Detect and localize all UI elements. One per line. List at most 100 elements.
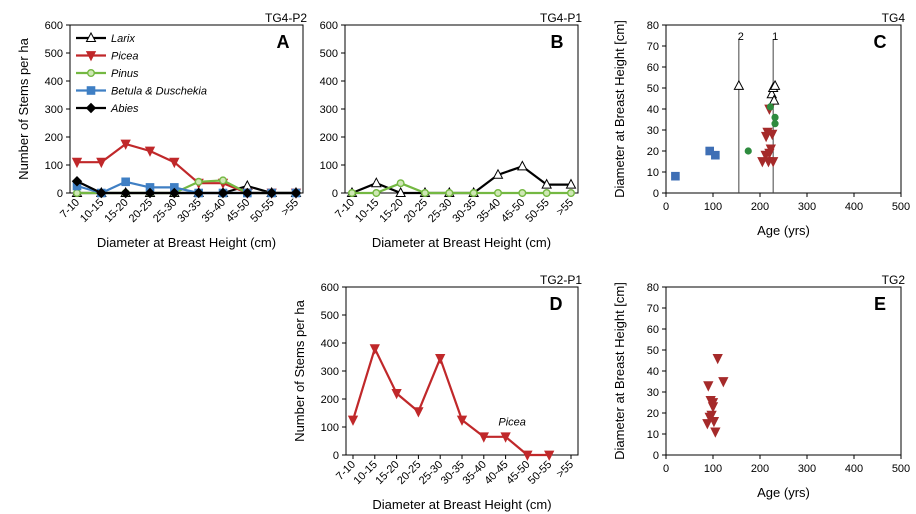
panel-title: TG4-P2 (265, 11, 307, 25)
x-tick-label: 15-20 (377, 197, 405, 225)
x-tick-label: 20-25 (127, 197, 155, 225)
data-point (522, 450, 533, 461)
data-point (396, 179, 405, 188)
panel-title: TG2-P1 (540, 273, 582, 287)
y-tick-label: 0 (653, 450, 659, 462)
x-tick-label: 25-30 (426, 197, 454, 225)
y-tick-label: 30 (647, 387, 659, 399)
y-tick-label: 600 (321, 282, 339, 294)
x-tick-label: 10-15 (353, 197, 381, 225)
y-axis-label: Diameter at Breast Height [cm] (612, 282, 627, 460)
y-tick-label: 0 (57, 188, 63, 200)
x-tick-label: >55 (279, 197, 301, 219)
data-point (708, 417, 720, 428)
data-point (391, 389, 402, 400)
chart-panel-E: TG2 E 0 10 20 30 40 50 60 70 80 Diameter at Breast … (612, 273, 910, 500)
x-axis-label: Diameter at Breast Height (cm) (97, 235, 276, 250)
y-tick-label: 300 (321, 366, 339, 378)
panel-title: TG2 (882, 273, 906, 287)
x-axis-label: Diameter at Breast Height (cm) (372, 497, 551, 512)
data-point (421, 188, 430, 197)
panel-letter: B (551, 32, 564, 52)
series-larix (71, 179, 302, 197)
plot-frame (665, 286, 902, 456)
data-point (765, 144, 776, 155)
x-tick-label: 30-35 (175, 197, 203, 225)
y-tick-label: 0 (333, 450, 339, 462)
y-tick-label: 400 (45, 76, 63, 88)
data-point (72, 188, 81, 197)
data-point (194, 177, 203, 186)
chart-panel-B: TG4-P1B01002003004005006007-1010-1515-20… (320, 11, 583, 250)
data-point (769, 79, 781, 90)
legend-marker (85, 31, 97, 42)
x-tick-label: 20-25 (402, 197, 430, 225)
data-point (768, 94, 780, 105)
y-tick-label: 0 (653, 188, 659, 200)
data-point (144, 146, 156, 157)
data-point (369, 344, 380, 355)
data-point (96, 187, 107, 199)
x-tick-label: 500 (892, 201, 910, 213)
panel-title: TG4-P1 (540, 11, 582, 25)
chart-panel-D: TG2-P1 D 0 100 200 300 400 500 600 Number of Stem… (292, 273, 582, 512)
data-point (763, 157, 774, 168)
x-tick-label: 50-55 (248, 197, 276, 225)
data-point (771, 120, 779, 128)
data-point (542, 188, 551, 197)
data-point (193, 187, 204, 199)
y-tick-label: 20 (647, 146, 659, 158)
data-point (671, 171, 680, 181)
y-tick-label: 300 (45, 104, 63, 116)
data-point (478, 432, 489, 443)
data-point (169, 157, 180, 169)
y-tick-label: 40 (647, 366, 659, 378)
y-tick-label: 20 (647, 408, 659, 420)
x-tick-label: 30-35 (439, 459, 467, 487)
data-point (395, 186, 406, 197)
x-tick-label: 50-55 (523, 197, 551, 225)
data-point (703, 381, 714, 392)
data-point (707, 402, 719, 413)
legend-label: Pinus (111, 68, 139, 80)
data-point (518, 188, 527, 197)
y-tick-label: 70 (647, 303, 659, 315)
data-point (347, 415, 359, 426)
x-axis-label: Age (yrs) (757, 485, 810, 500)
series-line (76, 180, 296, 195)
reference-line-label: 1 (772, 31, 778, 43)
y-tick-label: 100 (320, 160, 338, 172)
y-tick-label: 500 (320, 48, 338, 60)
plot-frame (345, 286, 579, 456)
panel-letter: A (277, 32, 290, 52)
y-tick-label: 10 (647, 429, 659, 441)
y-tick-label: 200 (321, 394, 339, 406)
data-point (771, 113, 779, 122)
x-tick-label: 300 (798, 201, 816, 213)
y-tick-label: 500 (321, 310, 339, 322)
x-tick-label: 10-15 (352, 459, 380, 487)
x-tick-label: 15-20 (373, 459, 401, 487)
data-point (544, 450, 555, 461)
x-tick-label: 40-45 (482, 459, 510, 487)
chart-panel-A: TG4-P2 A 0 100 200 300 400 500 600 Number of Stem… (16, 11, 307, 250)
panel-letter: C (874, 32, 887, 52)
legend-marker (85, 51, 97, 62)
data-point (492, 168, 504, 179)
x-tick-label: 200 (751, 463, 769, 475)
data-point (121, 177, 130, 187)
data-point (242, 187, 253, 199)
legend-label: Betula & Duschekia (111, 86, 207, 98)
x-tick-label: 35-40 (461, 459, 489, 487)
series-line (352, 182, 571, 195)
y-axis-label: Diameter at Breast Height [cm] (612, 20, 627, 198)
series-annotation: Picea (498, 417, 526, 429)
legend-label: Abies (110, 103, 139, 115)
y-tick-label: 50 (647, 345, 659, 357)
x-tick-label: 50-55 (526, 459, 554, 487)
y-tick-label: 40 (647, 104, 659, 116)
legend-marker (85, 102, 97, 114)
y-tick-label: 50 (647, 83, 659, 95)
